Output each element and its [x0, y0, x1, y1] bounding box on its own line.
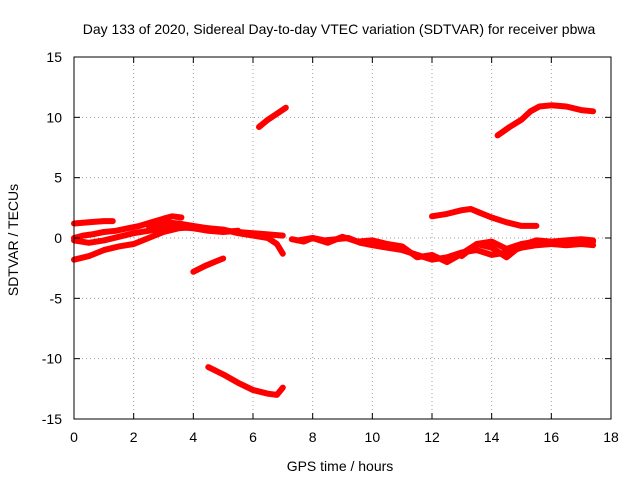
y-tick-label: 10 — [46, 109, 62, 125]
y-axis-label: SDTVAR / TECUs — [5, 184, 21, 296]
x-tick-label: 16 — [544, 429, 560, 445]
x-tick-label: 14 — [484, 429, 500, 445]
x-tick-label: 0 — [70, 429, 78, 445]
series-trace-5 — [145, 219, 286, 239]
chart-title: Day 133 of 2020, Sidereal Day-to-day VTE… — [83, 21, 596, 37]
y-tick-label: -5 — [50, 290, 63, 306]
x-tick-label: 4 — [189, 429, 197, 445]
y-tick-label: 5 — [54, 170, 62, 186]
series-trace-2 — [71, 213, 185, 241]
series-trace-12 — [494, 102, 597, 139]
ticks: 0 2 4 6 8 10 12 14 16 18 -15 -10 -5 0 5 10 15 — [42, 49, 619, 445]
x-tick-label: 10 — [365, 429, 381, 445]
x-tick-label: 2 — [130, 429, 138, 445]
x-tick-label: 12 — [424, 429, 440, 445]
series-trace-11 — [429, 206, 540, 229]
y-tick-label: -10 — [42, 351, 62, 367]
series-group — [71, 102, 597, 398]
x-tick-label: 18 — [603, 429, 619, 445]
y-tick-label: 0 — [54, 230, 62, 246]
x-axis-label: GPS time / hours — [287, 458, 394, 474]
series-trace-6 — [190, 255, 227, 275]
x-tick-label: 6 — [249, 429, 257, 445]
series-trace-13 — [458, 238, 597, 260]
series-trace-7 — [205, 364, 286, 398]
y-tick-label: -15 — [42, 411, 62, 427]
series-trace-1 — [71, 218, 116, 227]
y-tick-label: 15 — [46, 49, 62, 65]
series-trace-8 — [256, 104, 289, 130]
x-tick-label: 8 — [309, 429, 317, 445]
